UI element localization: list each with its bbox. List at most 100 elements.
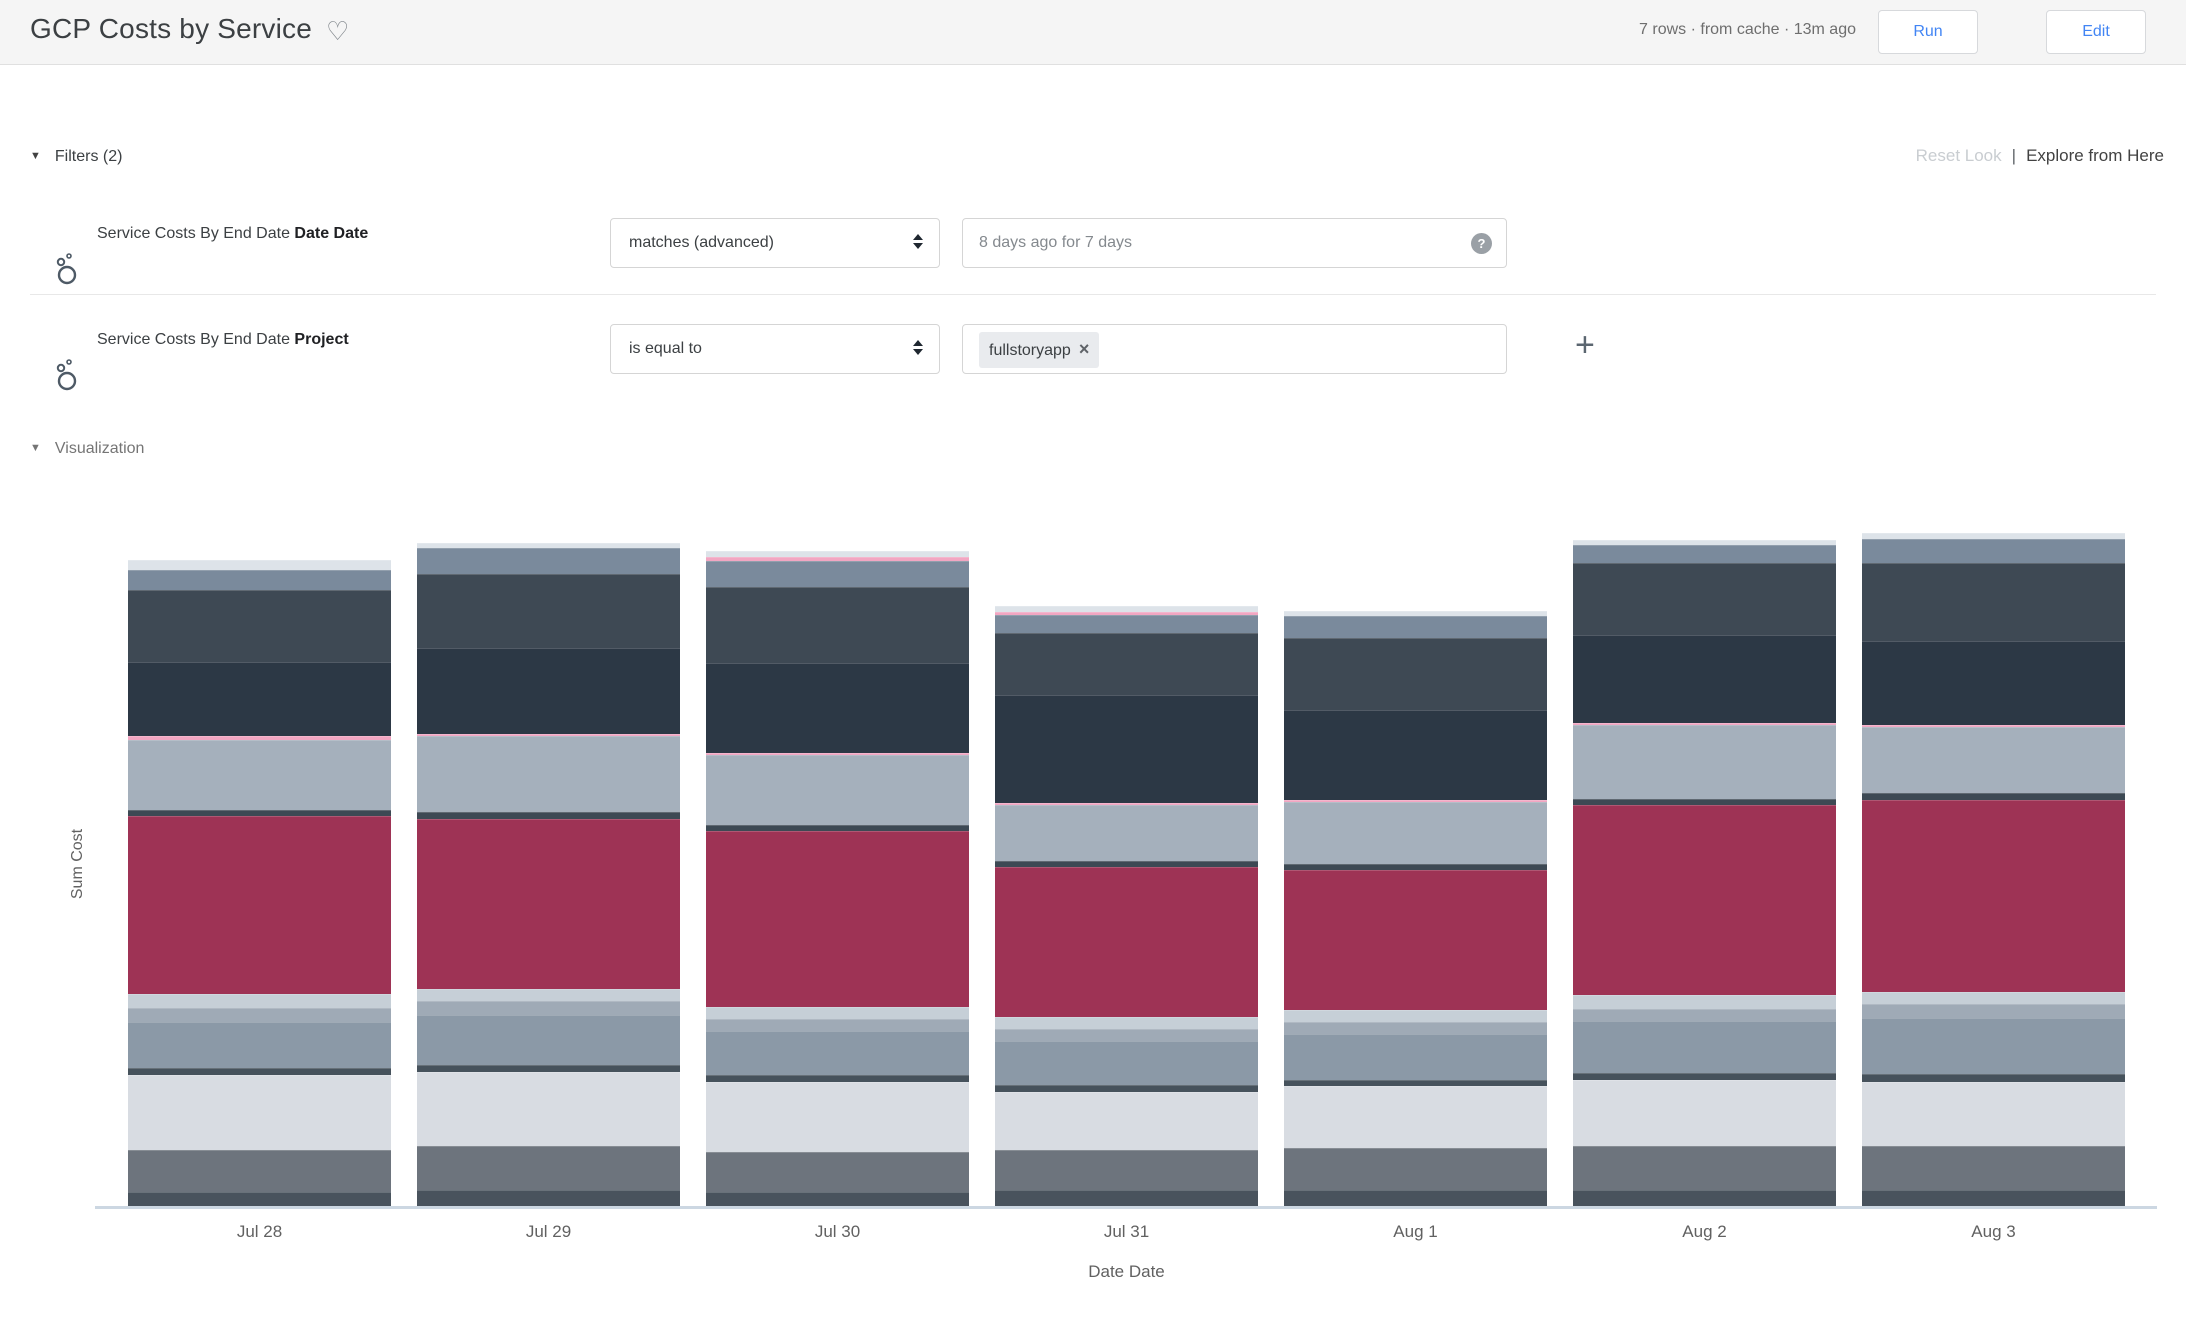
bar-segment-pink[interactable] bbox=[1862, 725, 2125, 727]
bar-segment-dark-slate[interactable] bbox=[417, 574, 680, 648]
bar-segment-off-white[interactable] bbox=[706, 1082, 969, 1152]
bar-segment-slate-blue[interactable] bbox=[128, 1022, 391, 1068]
bar-segment-blue-gray[interactable] bbox=[1573, 725, 1836, 799]
bar-segment-pink[interactable] bbox=[128, 736, 391, 740]
collapse-triangle-icon[interactable]: ▼ bbox=[30, 442, 41, 454]
bar-segment-dark-navy[interactable] bbox=[128, 662, 391, 736]
filter-value-tag[interactable]: fullstoryapp × bbox=[979, 332, 1100, 368]
bar-jul-30[interactable] bbox=[706, 551, 969, 1206]
bar-segment-pale-gray[interactable] bbox=[128, 994, 391, 1008]
explore-from-here-link[interactable]: Explore from Here bbox=[2026, 146, 2164, 165]
bar-aug-1[interactable] bbox=[1284, 611, 1547, 1206]
bar-segment-slate-gray[interactable] bbox=[417, 548, 680, 574]
filter-value-input[interactable]: fullstoryapp × bbox=[962, 324, 1507, 374]
bar-segment-medium-gray[interactable] bbox=[995, 1150, 1258, 1190]
bar-segment-dark-slate[interactable] bbox=[1284, 638, 1547, 710]
bar-segment-light-strip-top[interactable] bbox=[1284, 611, 1547, 616]
filter-operator-select[interactable]: matches (advanced) bbox=[610, 218, 940, 268]
bar-segment-pale-gray[interactable] bbox=[706, 1007, 969, 1019]
help-icon[interactable]: ? bbox=[1471, 233, 1492, 254]
bar-segment-pink-top[interactable] bbox=[706, 557, 969, 561]
bar-segment-slate-blue[interactable] bbox=[706, 1031, 969, 1075]
bar-segment-dark-slate[interactable] bbox=[1862, 563, 2125, 641]
bar-segment-blue-gray[interactable] bbox=[1284, 802, 1547, 864]
edit-button[interactable]: Edit bbox=[2046, 10, 2146, 54]
bar-segment-dark-line[interactable] bbox=[1284, 1080, 1547, 1086]
bar-segment-pale-gray[interactable] bbox=[1284, 1010, 1547, 1022]
bar-segment-light-strip-top[interactable] bbox=[1573, 540, 1836, 545]
bar-segment-slate-gray[interactable] bbox=[995, 615, 1258, 633]
bar-segment-blue-gray[interactable] bbox=[995, 805, 1258, 861]
bar-segment-light-slate[interactable] bbox=[1862, 1004, 2125, 1018]
bar-segment-maroon[interactable] bbox=[128, 816, 391, 994]
bar-segment-off-white[interactable] bbox=[1573, 1080, 1836, 1146]
bar-segment-dark-slate[interactable] bbox=[995, 633, 1258, 695]
bar-segment-maroon[interactable] bbox=[1862, 800, 2125, 992]
bar-segment-dark-navy[interactable] bbox=[1862, 641, 2125, 725]
bar-segment-light-strip-top[interactable] bbox=[706, 551, 969, 557]
bar-segment-pink[interactable] bbox=[417, 734, 680, 736]
bar-segment-dark-slate[interactable] bbox=[128, 590, 391, 662]
bar-segment-dark-slate-bottom[interactable] bbox=[706, 1192, 969, 1206]
favorite-heart-icon[interactable]: ♡ bbox=[326, 16, 350, 46]
bar-segment-blue-gray[interactable] bbox=[128, 740, 391, 810]
bar-segment-pink[interactable] bbox=[1284, 800, 1547, 802]
remove-tag-icon[interactable]: × bbox=[1078, 339, 1090, 359]
bar-segment-pink[interactable] bbox=[995, 803, 1258, 805]
bar-segment-dark-line-2[interactable] bbox=[1862, 793, 2125, 800]
bar-segment-light-slate[interactable] bbox=[1573, 1009, 1836, 1021]
bar-segment-maroon[interactable] bbox=[417, 819, 680, 989]
bar-segment-dark-slate-bottom[interactable] bbox=[1284, 1190, 1547, 1206]
bar-segment-dark-slate-bottom[interactable] bbox=[1862, 1190, 2125, 1206]
bar-segment-dark-line-2[interactable] bbox=[1573, 799, 1836, 805]
bar-segment-dark-line-2[interactable] bbox=[417, 812, 680, 819]
reset-look-link[interactable]: Reset Look bbox=[1915, 146, 2002, 165]
bar-segment-medium-gray[interactable] bbox=[1862, 1146, 2125, 1190]
bar-segment-light-strip-top[interactable] bbox=[417, 543, 680, 548]
bar-aug-3[interactable] bbox=[1862, 533, 2125, 1206]
bar-segment-dark-slate[interactable] bbox=[1573, 563, 1836, 635]
bar-segment-off-white[interactable] bbox=[1862, 1082, 2125, 1146]
bar-segment-pale-gray[interactable] bbox=[995, 1017, 1258, 1029]
bar-segment-dark-navy[interactable] bbox=[1573, 635, 1836, 723]
bar-segment-medium-gray[interactable] bbox=[706, 1152, 969, 1192]
bar-segment-dark-line-2[interactable] bbox=[706, 825, 969, 831]
bar-segment-dark-line[interactable] bbox=[417, 1065, 680, 1072]
bar-segment-light-strip-top[interactable] bbox=[128, 560, 391, 570]
bar-segment-maroon[interactable] bbox=[1573, 805, 1836, 995]
bar-jul-28[interactable] bbox=[128, 560, 391, 1206]
bar-jul-31[interactable] bbox=[995, 606, 1258, 1206]
visualization-section-header[interactable]: ▼ Visualization bbox=[30, 440, 144, 458]
bar-segment-pink[interactable] bbox=[1573, 723, 1836, 725]
bar-segment-dark-line[interactable] bbox=[1573, 1073, 1836, 1080]
bar-segment-medium-gray[interactable] bbox=[1284, 1148, 1547, 1190]
bar-segment-dark-slate-bottom[interactable] bbox=[995, 1190, 1258, 1206]
filter-operator-select[interactable]: is equal to bbox=[610, 324, 940, 374]
bar-segment-maroon[interactable] bbox=[1284, 870, 1547, 1010]
bar-segment-slate-gray[interactable] bbox=[1862, 539, 2125, 563]
bar-segment-light-strip-top[interactable] bbox=[995, 606, 1258, 612]
bar-segment-off-white[interactable] bbox=[128, 1075, 391, 1150]
add-filter-button[interactable]: + bbox=[1575, 326, 1595, 364]
bar-segment-blue-gray[interactable] bbox=[417, 736, 680, 812]
bar-segment-dark-slate-bottom[interactable] bbox=[417, 1190, 680, 1206]
bar-segment-dark-navy[interactable] bbox=[1284, 710, 1547, 800]
bar-segment-pale-gray[interactable] bbox=[1573, 995, 1836, 1009]
bar-segment-medium-gray[interactable] bbox=[417, 1146, 680, 1190]
filter-value-input[interactable]: 8 days ago for 7 days ? bbox=[962, 218, 1507, 268]
bar-segment-slate-blue[interactable] bbox=[995, 1041, 1258, 1085]
bar-segment-off-white[interactable] bbox=[417, 1072, 680, 1146]
bar-segment-light-slate[interactable] bbox=[128, 1008, 391, 1022]
bar-segment-dark-line-2[interactable] bbox=[1284, 864, 1547, 870]
bar-segment-off-white[interactable] bbox=[995, 1092, 1258, 1150]
collapse-triangle-icon[interactable]: ▼ bbox=[30, 150, 41, 162]
bar-jul-29[interactable] bbox=[417, 543, 680, 1206]
bar-segment-light-strip-top[interactable] bbox=[1862, 533, 2125, 539]
bar-segment-slate-gray[interactable] bbox=[1284, 616, 1547, 638]
bar-segment-dark-line[interactable] bbox=[1862, 1074, 2125, 1082]
bar-segment-medium-gray[interactable] bbox=[128, 1150, 391, 1192]
bar-segment-dark-line-2[interactable] bbox=[995, 861, 1258, 867]
bar-segment-slate-gray[interactable] bbox=[1573, 545, 1836, 563]
filters-section-header[interactable]: ▼ Filters (2) bbox=[30, 148, 122, 166]
bar-segment-slate-blue[interactable] bbox=[1573, 1021, 1836, 1073]
